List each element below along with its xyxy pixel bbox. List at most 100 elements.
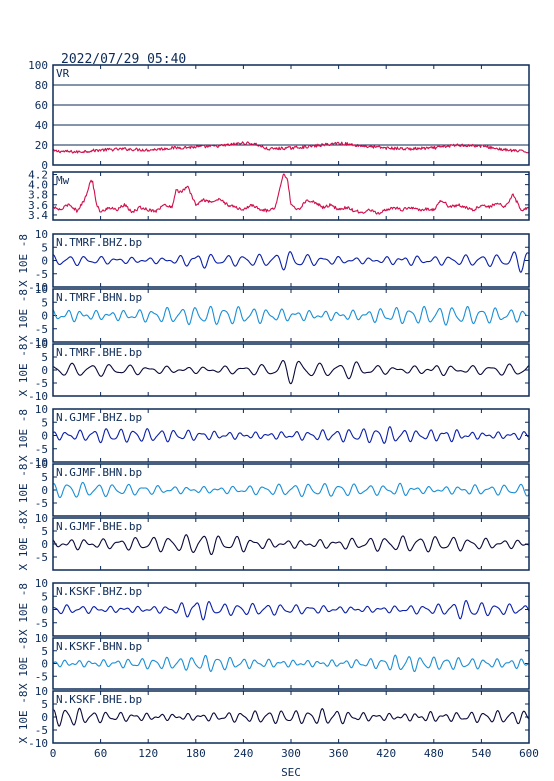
y-tick-label: 0 — [41, 658, 48, 671]
trace-line — [52, 305, 530, 326]
trace-line — [52, 359, 530, 385]
panel-frame — [52, 64, 530, 166]
trace-line — [52, 141, 530, 154]
y-tick-label: -5 — [35, 377, 48, 390]
y-axis-label: X 10E -8 — [17, 409, 30, 462]
y-tick-label: 60 — [35, 99, 48, 112]
y-tick-label: 10 — [35, 228, 48, 241]
x-tick-label: 300 — [281, 747, 301, 760]
y-tick-label: 5 — [41, 698, 48, 711]
y-tick-label: -10 — [28, 336, 48, 349]
x-tick-label: 360 — [329, 747, 349, 760]
y-axis-label: X 10E -8 — [17, 289, 30, 342]
y-tick-label: 0 — [41, 430, 48, 443]
header-datetime: 2022/07/29 05:40 — [61, 52, 186, 67]
y-tick-label: 5 — [41, 351, 48, 364]
y-tick-label: 0 — [41, 604, 48, 617]
panel-label: N.GJMF.BHZ.bp — [56, 411, 142, 424]
panel-label: N.KSKF.BHE.bp — [56, 693, 142, 706]
y-tick-label: -5 — [35, 617, 48, 630]
y-tick-label: 5 — [41, 416, 48, 429]
trace-line — [52, 173, 530, 215]
y-tick-label: 0 — [41, 159, 48, 172]
y-tick-label: 10 — [35, 403, 48, 416]
x-tick-label: 180 — [186, 747, 206, 760]
y-tick-label: 5 — [41, 645, 48, 658]
y-tick-label: 5 — [41, 590, 48, 603]
y-tick-label: 4.0 — [28, 179, 48, 192]
trace-line — [52, 426, 530, 444]
y-tick-label: -10 — [28, 281, 48, 294]
x-tick-label: 120 — [138, 747, 158, 760]
y-tick-label: 0 — [41, 484, 48, 497]
x-axis: 0 60 120 180 240 300 360 420 480 540 600 — [50, 747, 539, 760]
panel-label: Mw — [56, 174, 70, 187]
x-tick-label: 540 — [471, 747, 491, 760]
y-axis-label: X 10E -8 — [17, 344, 30, 397]
panel-label: N.TMRF.BHN.bp — [56, 291, 142, 304]
y-tick-label: 5 — [41, 296, 48, 309]
y-axis-label: X 10E -8 — [17, 234, 30, 287]
y-axis-label: X 10E -8 — [17, 583, 30, 636]
panel-label: N.GJMF.BHN.bp — [56, 466, 142, 479]
y-axis-label: X 10E -8 — [17, 637, 30, 690]
y-tick-label: 3.4 — [28, 209, 48, 222]
y-tick-label: 10 — [35, 283, 48, 296]
y-tick-label: 100 — [28, 59, 48, 72]
panel-1: 0 20 40 60 80 100 VR — [28, 59, 530, 172]
y-tick-label: 0 — [41, 310, 48, 323]
y-tick-label: 5 — [41, 241, 48, 254]
panel-label: VR — [56, 67, 70, 80]
y-tick-label: -10 — [28, 390, 48, 403]
x-tick-label: 420 — [376, 747, 396, 760]
x-tick-label: 0 — [50, 747, 57, 760]
y-tick-label: 20 — [35, 139, 48, 152]
trace-line — [52, 707, 530, 727]
y-tick-label: -5 — [35, 670, 48, 683]
y-tick-label: 0 — [41, 255, 48, 268]
panel-label: N.TMRF.BHE.bp — [56, 346, 142, 359]
y-tick-label: -5 — [35, 443, 48, 456]
y-tick-label: 5 — [41, 525, 48, 538]
y-axis-label: X 10E -8 — [17, 518, 30, 571]
panel-label: N.TMRF.BHZ.bp — [56, 236, 142, 249]
trace-line — [52, 600, 530, 621]
x-tick-label: 480 — [424, 747, 444, 760]
y-tick-label: -5 — [35, 268, 48, 281]
x-tick-label: 240 — [233, 747, 253, 760]
y-tick-label: 10 — [35, 577, 48, 590]
y-tick-label: 0 — [41, 364, 48, 377]
y-tick-label: 4.2 — [28, 169, 48, 182]
x-tick-label: 600 — [519, 747, 539, 760]
y-tick-label: 10 — [35, 685, 48, 698]
trace-line — [52, 251, 530, 273]
y-tick-label: 5 — [41, 471, 48, 484]
y-tick-label: 0 — [41, 538, 48, 551]
y-tick-label: 40 — [35, 119, 48, 132]
x-axis-label: SEC — [281, 766, 301, 779]
y-tick-label: -5 — [35, 323, 48, 336]
y-axis-label: X 10E -8 — [17, 691, 30, 744]
y-tick-label: -10 — [28, 737, 48, 750]
y-tick-label: -10 — [28, 456, 48, 469]
y-axis-label: X 10E -8 — [17, 464, 30, 517]
trace-line — [52, 534, 530, 556]
y-tick-label: -5 — [35, 724, 48, 737]
y-tick-label: 0 — [41, 711, 48, 724]
trace-line — [52, 654, 530, 673]
y-tick-label: 10 — [35, 338, 48, 351]
y-tick-label: 10 — [35, 512, 48, 525]
panel-label: N.KSKF.BHN.bp — [56, 640, 142, 653]
x-tick-label: 60 — [94, 747, 107, 760]
